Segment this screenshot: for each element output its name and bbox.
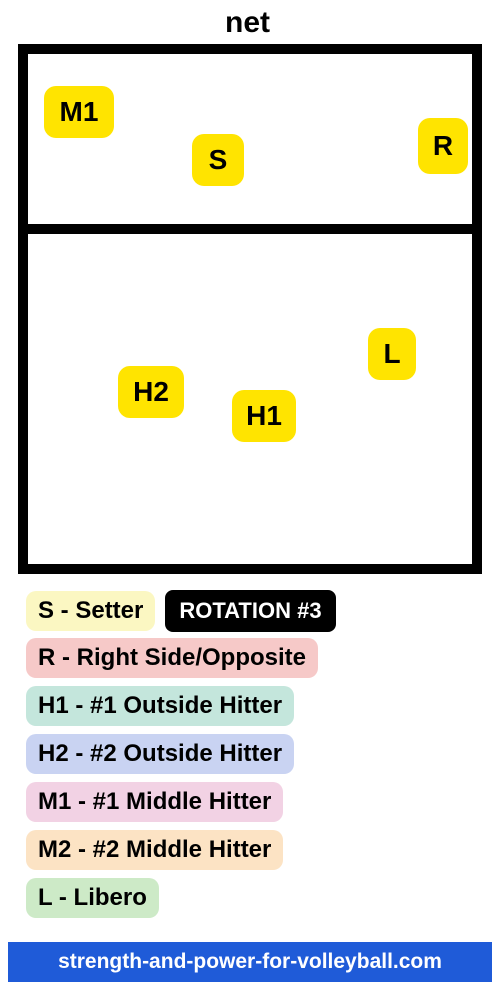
player-s: S xyxy=(192,134,244,186)
net-label: net xyxy=(225,6,270,40)
footer-bar: strength-and-power-for-volleyball.com xyxy=(8,942,492,982)
legend-chip-libero: L - Libero xyxy=(26,878,159,918)
legend-chip-right: R - Right Side/Opposite xyxy=(26,638,318,678)
legend-row-4: M1 - #1 Middle Hitter xyxy=(26,782,283,822)
legend-chip-m2: M2 - #2 Middle Hitter xyxy=(26,830,283,870)
player-m1: M1 xyxy=(44,86,114,138)
legend-chip-setter: S - Setter xyxy=(26,591,155,631)
legend-row-1: R - Right Side/Opposite xyxy=(26,638,318,678)
rotation-badge: ROTATION #3 xyxy=(165,590,335,632)
legend-row-6: L - Libero xyxy=(26,878,159,918)
legend-chip-m1: M1 - #1 Middle Hitter xyxy=(26,782,283,822)
legend-row-5: M2 - #2 Middle Hitter xyxy=(26,830,283,870)
player-h2: H2 xyxy=(118,366,184,418)
player-r: R xyxy=(418,118,468,174)
player-h1: H1 xyxy=(232,390,296,442)
legend-row-2: H1 - #1 Outside Hitter xyxy=(26,686,294,726)
legend-chip-h1: H1 - #1 Outside Hitter xyxy=(26,686,294,726)
legend-chip-h2: H2 - #2 Outside Hitter xyxy=(26,734,294,774)
player-l: L xyxy=(368,328,416,380)
legend-row-3: H2 - #2 Outside Hitter xyxy=(26,734,294,774)
court-divider xyxy=(28,224,472,234)
legend-row-0: S - Setter ROTATION #3 xyxy=(26,590,336,632)
